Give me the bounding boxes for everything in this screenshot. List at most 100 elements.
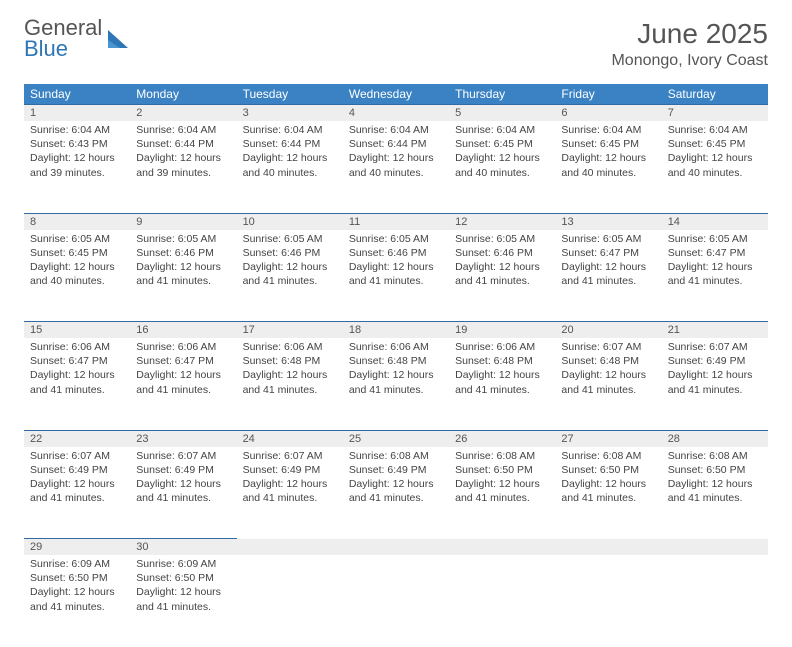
- day-cell: Sunrise: 6:05 AMSunset: 6:46 PMDaylight:…: [130, 230, 236, 322]
- daynum-cell: 11: [343, 213, 449, 230]
- daynum-row: 2930: [24, 539, 768, 556]
- day-header: Friday: [555, 84, 661, 105]
- day-number: 27: [555, 431, 661, 447]
- daynum-cell: 4: [343, 105, 449, 122]
- daynum-cell: 1: [24, 105, 130, 122]
- day-header-row: SundayMondayTuesdayWednesdayThursdayFrid…: [24, 84, 768, 105]
- location: Monongo, Ivory Coast: [611, 52, 768, 70]
- day-cell: Sunrise: 6:05 AMSunset: 6:47 PMDaylight:…: [555, 230, 661, 322]
- day-cell: Sunrise: 6:07 AMSunset: 6:48 PMDaylight:…: [555, 338, 661, 430]
- day-details: Sunrise: 6:07 AMSunset: 6:48 PMDaylight:…: [555, 338, 661, 403]
- day-details: Sunrise: 6:05 AMSunset: 6:46 PMDaylight:…: [449, 230, 555, 295]
- day-details: Sunrise: 6:08 AMSunset: 6:49 PMDaylight:…: [343, 447, 449, 512]
- day-cell: [449, 555, 555, 647]
- day-cell: Sunrise: 6:06 AMSunset: 6:48 PMDaylight:…: [449, 338, 555, 430]
- day-cell: Sunrise: 6:06 AMSunset: 6:47 PMDaylight:…: [24, 338, 130, 430]
- daynum-row: 891011121314: [24, 213, 768, 230]
- daynum-cell: 10: [237, 213, 343, 230]
- day-number: 19: [449, 322, 555, 338]
- day-details: Sunrise: 6:08 AMSunset: 6:50 PMDaylight:…: [662, 447, 768, 512]
- day-details: Sunrise: 6:05 AMSunset: 6:47 PMDaylight:…: [662, 230, 768, 295]
- day-number: 21: [662, 322, 768, 338]
- day-cell: Sunrise: 6:06 AMSunset: 6:48 PMDaylight:…: [237, 338, 343, 430]
- day-details: Sunrise: 6:04 AMSunset: 6:45 PMDaylight:…: [555, 121, 661, 186]
- daynum-cell: 3: [237, 105, 343, 122]
- day-details: Sunrise: 6:07 AMSunset: 6:49 PMDaylight:…: [662, 338, 768, 403]
- daynum-cell: [237, 539, 343, 556]
- day-cell: Sunrise: 6:05 AMSunset: 6:46 PMDaylight:…: [237, 230, 343, 322]
- daynum-cell: 29: [24, 539, 130, 556]
- daynum-cell: 23: [130, 430, 236, 447]
- day-details: Sunrise: 6:05 AMSunset: 6:46 PMDaylight:…: [130, 230, 236, 295]
- day-number: 26: [449, 431, 555, 447]
- day-details: Sunrise: 6:06 AMSunset: 6:48 PMDaylight:…: [237, 338, 343, 403]
- day-cell: Sunrise: 6:08 AMSunset: 6:50 PMDaylight:…: [662, 447, 768, 539]
- day-details: Sunrise: 6:08 AMSunset: 6:50 PMDaylight:…: [449, 447, 555, 512]
- day-cell: Sunrise: 6:05 AMSunset: 6:47 PMDaylight:…: [662, 230, 768, 322]
- day-cell: Sunrise: 6:08 AMSunset: 6:50 PMDaylight:…: [449, 447, 555, 539]
- day-number: 4: [343, 105, 449, 121]
- daynum-cell: [662, 539, 768, 556]
- day-number: 8: [24, 214, 130, 230]
- day-cell: [555, 555, 661, 647]
- day-number: 29: [24, 539, 130, 555]
- daynum-row: 22232425262728: [24, 430, 768, 447]
- day-details: Sunrise: 6:04 AMSunset: 6:45 PMDaylight:…: [662, 121, 768, 186]
- day-cell: Sunrise: 6:04 AMSunset: 6:43 PMDaylight:…: [24, 121, 130, 213]
- logo-word2: Blue: [24, 36, 68, 61]
- daynum-cell: 8: [24, 213, 130, 230]
- day-details: Sunrise: 6:04 AMSunset: 6:44 PMDaylight:…: [343, 121, 449, 186]
- day-cell: Sunrise: 6:04 AMSunset: 6:44 PMDaylight:…: [343, 121, 449, 213]
- logo-text: General Blue: [24, 18, 102, 60]
- day-cell: Sunrise: 6:04 AMSunset: 6:44 PMDaylight:…: [130, 121, 236, 213]
- day-header: Tuesday: [237, 84, 343, 105]
- day-cell: [237, 555, 343, 647]
- day-cell: Sunrise: 6:04 AMSunset: 6:45 PMDaylight:…: [449, 121, 555, 213]
- daynum-cell: 13: [555, 213, 661, 230]
- daynum-cell: 6: [555, 105, 661, 122]
- day-details: Sunrise: 6:04 AMSunset: 6:43 PMDaylight:…: [24, 121, 130, 186]
- daynum-row: 15161718192021: [24, 322, 768, 339]
- day-number: 5: [449, 105, 555, 121]
- daynum-cell: 17: [237, 322, 343, 339]
- day-header: Thursday: [449, 84, 555, 105]
- day-number: 22: [24, 431, 130, 447]
- daynum-cell: 14: [662, 213, 768, 230]
- day-number: 13: [555, 214, 661, 230]
- day-number: 15: [24, 322, 130, 338]
- day-number: 3: [237, 105, 343, 121]
- day-details: Sunrise: 6:06 AMSunset: 6:47 PMDaylight:…: [130, 338, 236, 403]
- day-details: Sunrise: 6:05 AMSunset: 6:45 PMDaylight:…: [24, 230, 130, 295]
- day-number: 14: [662, 214, 768, 230]
- day-cell: Sunrise: 6:09 AMSunset: 6:50 PMDaylight:…: [130, 555, 236, 647]
- day-number: 6: [555, 105, 661, 121]
- day-details: Sunrise: 6:05 AMSunset: 6:47 PMDaylight:…: [555, 230, 661, 295]
- day-details: Sunrise: 6:07 AMSunset: 6:49 PMDaylight:…: [130, 447, 236, 512]
- day-cell: Sunrise: 6:09 AMSunset: 6:50 PMDaylight:…: [24, 555, 130, 647]
- day-cell: Sunrise: 6:07 AMSunset: 6:49 PMDaylight:…: [237, 447, 343, 539]
- day-cell: Sunrise: 6:04 AMSunset: 6:45 PMDaylight:…: [555, 121, 661, 213]
- page-header: General Blue June 2025 Monongo, Ivory Co…: [24, 18, 768, 70]
- daynum-cell: 2: [130, 105, 236, 122]
- logo: General Blue: [24, 18, 130, 60]
- day-number: 7: [662, 105, 768, 121]
- day-details: Sunrise: 6:05 AMSunset: 6:46 PMDaylight:…: [237, 230, 343, 295]
- day-details: Sunrise: 6:04 AMSunset: 6:44 PMDaylight:…: [237, 121, 343, 186]
- day-cell: Sunrise: 6:08 AMSunset: 6:49 PMDaylight:…: [343, 447, 449, 539]
- day-details: Sunrise: 6:06 AMSunset: 6:48 PMDaylight:…: [449, 338, 555, 403]
- daynum-cell: 25: [343, 430, 449, 447]
- day-cell: Sunrise: 6:08 AMSunset: 6:50 PMDaylight:…: [555, 447, 661, 539]
- day-cell: Sunrise: 6:06 AMSunset: 6:48 PMDaylight:…: [343, 338, 449, 430]
- day-cell: Sunrise: 6:05 AMSunset: 6:46 PMDaylight:…: [343, 230, 449, 322]
- day-number: 1: [24, 105, 130, 121]
- day-cell: Sunrise: 6:04 AMSunset: 6:45 PMDaylight:…: [662, 121, 768, 213]
- day-number: 9: [130, 214, 236, 230]
- day-details: Sunrise: 6:05 AMSunset: 6:46 PMDaylight:…: [343, 230, 449, 295]
- daynum-cell: 27: [555, 430, 661, 447]
- day-details: Sunrise: 6:04 AMSunset: 6:45 PMDaylight:…: [449, 121, 555, 186]
- daynum-cell: 21: [662, 322, 768, 339]
- day-cell: Sunrise: 6:05 AMSunset: 6:46 PMDaylight:…: [449, 230, 555, 322]
- month-title: June 2025: [611, 18, 768, 50]
- day-number: 11: [343, 214, 449, 230]
- daynum-cell: 30: [130, 539, 236, 556]
